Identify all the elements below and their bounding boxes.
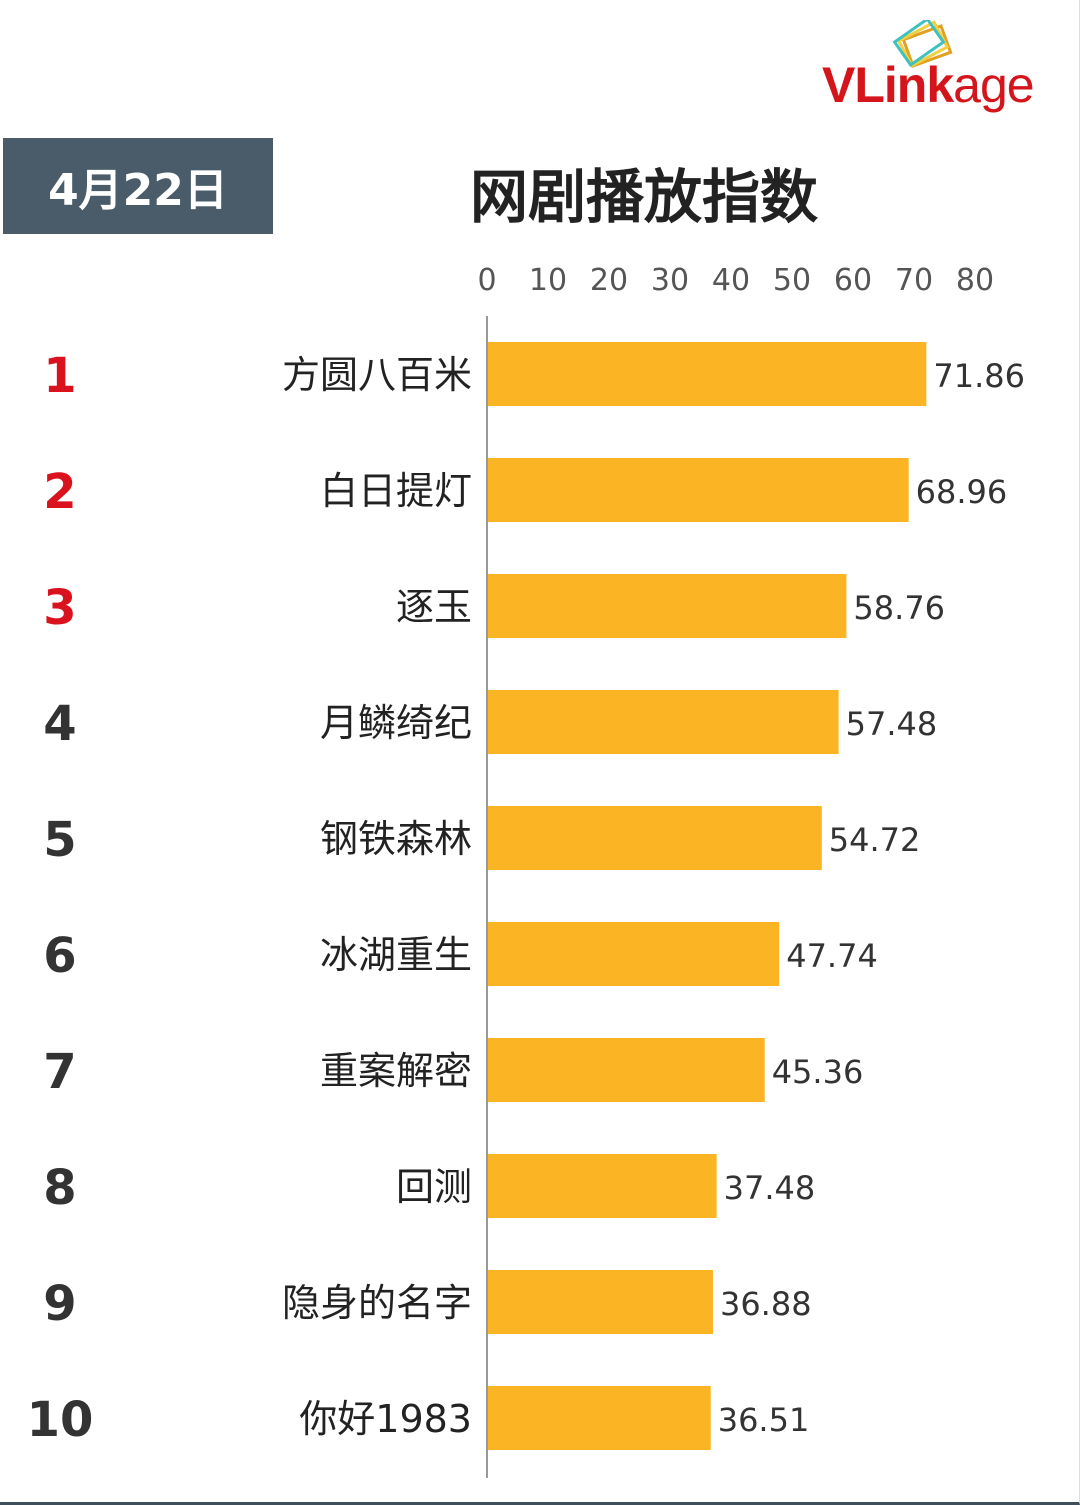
data-label: 54.72 (829, 821, 921, 859)
logo-frames-icon (892, 20, 953, 68)
x-tick-label: 30 (651, 263, 689, 298)
rank-label: 1 (43, 348, 76, 404)
data-label: 68.96 (916, 473, 1008, 511)
x-tick-label: 50 (773, 263, 811, 298)
category-label: 白日提灯 (320, 469, 472, 513)
data-label: 36.51 (718, 1401, 810, 1439)
data-label: 71.86 (933, 357, 1025, 395)
bar (488, 342, 927, 406)
rank-label: 9 (43, 1276, 76, 1332)
category-label: 隐身的名字 (282, 1281, 472, 1325)
x-tick-label: 20 (590, 263, 628, 298)
data-label: 36.88 (720, 1285, 812, 1323)
rank-label: 3 (43, 580, 76, 636)
rank-label: 5 (43, 812, 76, 868)
category-label: 冰湖重生 (320, 933, 472, 977)
bar (488, 806, 822, 870)
rank-label: 10 (27, 1392, 94, 1448)
bar (488, 1270, 713, 1334)
data-label: 58.76 (853, 589, 945, 627)
rank-label: 2 (43, 464, 76, 520)
rank-label: 4 (43, 696, 76, 752)
bar (488, 690, 839, 754)
x-tick-label: 40 (712, 263, 750, 298)
category-label: 你好1983 (299, 1397, 472, 1441)
date-label: 4月22日 (3, 138, 273, 234)
category-label: 钢铁森林 (320, 817, 472, 861)
rank-label: 7 (43, 1044, 76, 1100)
category-label: 逐玉 (396, 585, 472, 629)
bar (488, 1038, 765, 1102)
x-tick-label: 70 (895, 263, 933, 298)
chart-title: 网剧播放指数 (470, 163, 819, 231)
x-tick-label: 0 (477, 263, 496, 298)
data-label: 47.74 (786, 937, 878, 975)
rank-label: 6 (43, 928, 76, 984)
bar (488, 1154, 717, 1218)
x-tick-label: 80 (956, 263, 994, 298)
bar (488, 458, 909, 522)
x-tick-label: 10 (529, 263, 567, 298)
category-label: 回测 (396, 1165, 472, 1209)
data-label: 45.36 (772, 1053, 864, 1091)
category-label: 月鳞绮纪 (320, 701, 472, 745)
data-label: 37.48 (724, 1169, 816, 1207)
category-label: 方圆八百米 (282, 353, 472, 397)
bar (488, 922, 780, 986)
logo-text: VLinkage (822, 57, 1035, 113)
vlinkage-logo: VLinkage (822, 20, 1072, 115)
x-tick-label: 60 (834, 263, 872, 298)
bar (488, 574, 847, 638)
category-label: 重案解密 (320, 1049, 472, 1093)
bar (488, 1386, 711, 1450)
data-label: 57.48 (846, 705, 938, 743)
rank-label: 8 (43, 1160, 76, 1216)
